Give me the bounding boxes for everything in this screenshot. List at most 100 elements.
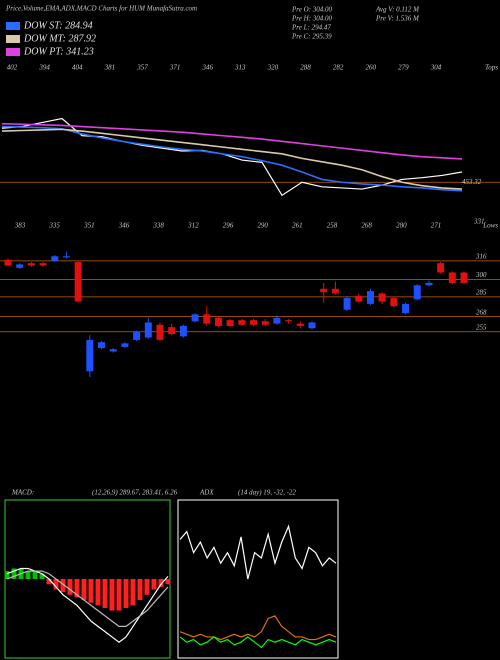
legend-swatch xyxy=(6,22,20,30)
info: Avg V: 0.112 M xyxy=(375,6,420,14)
candle-body xyxy=(355,295,363,302)
candle-body xyxy=(74,262,82,302)
ema-line xyxy=(1,128,463,190)
macd-bar xyxy=(53,579,59,590)
candle-body xyxy=(62,256,70,258)
macd-bar xyxy=(60,579,66,593)
macd-bar xyxy=(4,571,10,579)
legend-label: DOW ST: 284.94 xyxy=(23,20,93,31)
ema-line xyxy=(1,125,463,192)
annotation: 268 xyxy=(361,222,372,230)
macd-bar xyxy=(102,579,108,608)
annotation: 383 xyxy=(14,222,26,230)
candle-body xyxy=(109,349,117,352)
candle-body xyxy=(250,320,258,325)
annotation: 346 xyxy=(201,64,213,72)
candle-body xyxy=(390,298,398,307)
top-value: 331 xyxy=(473,218,485,226)
panel-title: ADX xyxy=(199,489,214,497)
annotation: 394 xyxy=(38,64,50,72)
candle-body xyxy=(16,264,24,268)
candle-body xyxy=(133,331,141,340)
candle-body xyxy=(238,320,246,325)
candle-body xyxy=(261,321,269,325)
annotation: 282 xyxy=(333,64,344,72)
annotation: 320 xyxy=(267,64,279,72)
info: Pre H: 304.00 xyxy=(291,15,332,23)
candle-body xyxy=(378,293,386,302)
candle-body xyxy=(39,263,47,266)
candle-body xyxy=(366,291,374,304)
info: Pre V: 1.536 M xyxy=(375,15,420,23)
candle-body xyxy=(402,303,410,314)
annotation: 351 xyxy=(83,222,95,230)
macd-bar xyxy=(46,579,52,585)
candle-body xyxy=(121,343,129,347)
candle-body xyxy=(156,324,164,340)
annotation: 290 xyxy=(257,222,268,230)
candle-body xyxy=(320,288,328,293)
annotation: 402 xyxy=(7,64,18,72)
macd-bar xyxy=(137,579,143,601)
macd-bar xyxy=(165,579,171,585)
candle-body xyxy=(214,317,222,326)
y-tick-label: 268 xyxy=(476,308,487,316)
macd-bar xyxy=(25,571,31,579)
candle-body xyxy=(437,263,445,273)
candle-body xyxy=(168,327,176,335)
annotation: 288 xyxy=(300,64,311,72)
candle-body xyxy=(413,285,421,300)
macd-bar xyxy=(74,579,80,598)
candle-body xyxy=(226,320,234,326)
candle-body xyxy=(448,272,456,283)
macd-bar xyxy=(32,571,38,579)
annotation: 304 xyxy=(430,64,442,72)
candle-body xyxy=(296,323,304,326)
macd-bar xyxy=(81,579,87,601)
macd-bar xyxy=(67,579,73,595)
annotation: 279 xyxy=(398,64,409,72)
macd-bar xyxy=(130,579,136,606)
macd-bar xyxy=(158,579,164,587)
macd-line xyxy=(6,570,169,628)
annotation: 258 xyxy=(327,222,338,230)
candle-body xyxy=(343,298,351,310)
candle-body xyxy=(191,314,199,322)
candle-body xyxy=(27,263,35,266)
annotation: 338 xyxy=(152,222,164,230)
annotation: 260 xyxy=(366,64,377,72)
annotation: 280 xyxy=(396,222,407,230)
candle-body xyxy=(285,320,293,322)
corner-label: Lows xyxy=(482,222,498,230)
panel-subtitle: (12,26,9) 289.67, 283.41, 6.26 xyxy=(92,489,178,497)
candle-body xyxy=(4,259,12,266)
annotation: 381 xyxy=(104,64,116,72)
end-label: 453.32 xyxy=(462,178,482,186)
adx-line xyxy=(179,636,337,649)
annotation: 312 xyxy=(187,222,199,230)
candle-body xyxy=(460,272,468,283)
macd-bar xyxy=(95,579,101,606)
annotation: 371 xyxy=(169,64,181,72)
macd-bar xyxy=(11,568,17,579)
page-title: Price,Volume,EMA,ADX,MACD Charts for HUM… xyxy=(5,5,197,13)
annotation: 313 xyxy=(234,64,246,72)
panel-border xyxy=(177,499,339,659)
macd-bar xyxy=(116,579,122,611)
candle-body xyxy=(331,288,339,294)
annotation: 346 xyxy=(118,222,130,230)
info: Pre C: 295.39 xyxy=(291,33,332,41)
y-tick-label: 316 xyxy=(475,252,487,260)
legend-label: DOW PT: 341.23 xyxy=(23,46,94,57)
panel-title: MACD: xyxy=(11,489,34,497)
legend-label: DOW MT: 287.92 xyxy=(23,33,96,44)
y-tick-label: 285 xyxy=(476,289,487,297)
annotation: 335 xyxy=(48,222,60,230)
candle-body xyxy=(308,322,316,329)
info: Pre O: 304.00 xyxy=(291,6,332,14)
annotation: 261 xyxy=(292,222,303,230)
candle-body xyxy=(144,322,152,338)
ema-line xyxy=(1,122,463,160)
